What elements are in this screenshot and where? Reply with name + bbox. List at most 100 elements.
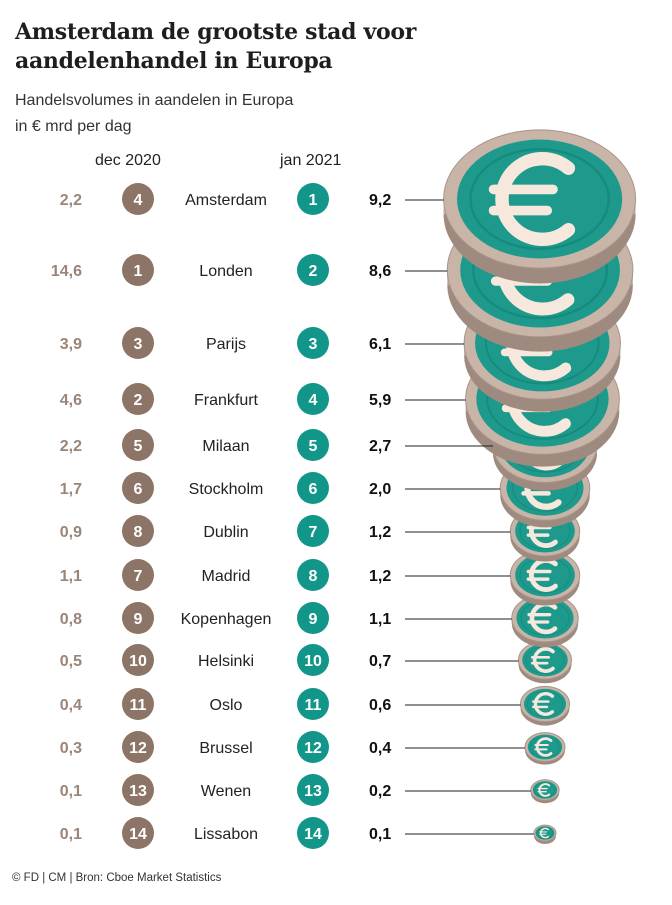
jan-2021-rank-badge [297, 774, 329, 806]
dec-2020-rank-badge [122, 183, 154, 215]
table-row: 2,2 4 Amsterdam 1 9,2 [60, 183, 444, 215]
jan-2021-rank: 4 [309, 392, 318, 409]
euro-coin-icon [518, 640, 572, 684]
jan-2021-rank-badge [297, 183, 329, 215]
jan-2021-rank-badge [297, 688, 329, 720]
city-name: Kopenhagen [181, 611, 272, 628]
jan-2021-value: 2,0 [369, 481, 391, 498]
column-header-dec-2020: dec 2020 [95, 152, 161, 169]
jan-2021-rank-badge [297, 602, 329, 634]
dec-2020-rank-badge [122, 472, 154, 504]
city-name: Helsinki [198, 653, 254, 670]
table-row: 3,9 3 Parijs 3 6,1 [60, 327, 465, 359]
euro-symbol [539, 827, 550, 839]
coin-stack [443, 129, 637, 844]
dec-2020-value: 0,5 [60, 653, 82, 670]
dec-2020-rank: 14 [129, 826, 147, 843]
dec-2020-rank-badge [122, 429, 154, 461]
dec-2020-rank-badge [122, 327, 154, 359]
jan-2021-rank-badge [297, 429, 329, 461]
dec-2020-value: 2,2 [60, 438, 82, 455]
jan-2021-rank: 10 [304, 653, 322, 670]
column-header-jan-2021: jan 2021 [280, 152, 342, 169]
euro-symbol [488, 152, 576, 246]
city-name: Dublin [203, 524, 248, 541]
city-name: Parijs [206, 336, 246, 353]
dec-2020-rank-badge [122, 515, 154, 547]
jan-2021-rank-badge [297, 327, 329, 359]
euro-coin-icon [524, 732, 566, 765]
dec-2020-rank-badge [122, 602, 154, 634]
table-row: 0,1 13 Wenen 13 0,2 [60, 774, 531, 806]
dec-2020-rank: 13 [129, 783, 147, 800]
jan-2021-value: 8,6 [369, 263, 391, 280]
dec-2020-value: 0,9 [60, 524, 82, 541]
jan-2021-rank-badge [297, 383, 329, 415]
euro-coin-icon [519, 685, 571, 726]
jan-2021-rank-badge [297, 817, 329, 849]
jan-2021-rank-badge [297, 472, 329, 504]
table-row: 14,6 1 Londen 2 8,6 [51, 254, 448, 286]
city-name: Frankfurt [194, 392, 259, 409]
city-name: Stockholm [189, 481, 264, 498]
dec-2020-rank-badge [122, 774, 154, 806]
dec-2020-rank-badge [122, 817, 154, 849]
table-row: 0,9 8 Dublin 7 1,2 [60, 515, 511, 547]
dec-2020-value: 0,3 [60, 740, 82, 757]
city-name: Londen [199, 263, 252, 280]
dec-2020-rank-badge [122, 383, 154, 415]
euro-symbol [537, 783, 551, 797]
jan-2021-value: 0,1 [369, 826, 391, 843]
euro-symbol [534, 737, 553, 757]
city-name: Madrid [202, 568, 251, 585]
unit-label: in € mrd per dag [15, 118, 132, 135]
dec-2020-value: 0,8 [60, 611, 82, 628]
jan-2021-rank: 13 [304, 783, 322, 800]
jan-2021-value: 1,1 [369, 611, 391, 628]
jan-2021-rank: 12 [304, 740, 322, 757]
dec-2020-rank: 12 [129, 740, 147, 757]
dec-2020-rank-badge [122, 644, 154, 676]
dec-2020-value: 0,1 [60, 826, 82, 843]
chart-title: Amsterdam de grootste stad voor aandelen… [15, 19, 417, 74]
dec-2020-rank-badge [122, 731, 154, 763]
jan-2021-value: 0,4 [369, 740, 391, 757]
euro-coin-icon [509, 549, 581, 606]
city-name: Wenen [201, 783, 251, 800]
jan-2021-value: 1,2 [369, 568, 391, 585]
euro-coin-icon [443, 129, 637, 284]
jan-2021-rank-badge [297, 254, 329, 286]
jan-2021-value: 1,2 [369, 524, 391, 541]
city-name: Brussel [199, 740, 252, 757]
table-row: 0,3 12 Brussel 12 0,4 [60, 731, 525, 763]
table-row: 1,7 6 Stockholm 6 2,0 [60, 472, 501, 504]
jan-2021-rank: 8 [309, 568, 318, 585]
dec-2020-rank: 4 [134, 192, 143, 209]
dec-2020-rank-badge [122, 559, 154, 591]
jan-2021-value: 2,7 [369, 438, 391, 455]
jan-2021-rank-badge [297, 559, 329, 591]
dec-2020-rank: 9 [134, 611, 143, 628]
dec-2020-value: 14,6 [51, 263, 82, 280]
jan-2021-value: 0,6 [369, 697, 391, 714]
euro-coin-icon [530, 779, 560, 804]
jan-2021-value: 0,2 [369, 783, 391, 800]
table-row: 1,1 7 Madrid 8 1,2 [60, 559, 511, 591]
city-name: Milaan [202, 438, 249, 455]
table-row: 0,1 14 Lissabon 14 0,1 [60, 817, 534, 849]
table-row: 2,2 5 Milaan 5 2,7 [60, 429, 493, 461]
dec-2020-value: 1,7 [60, 481, 82, 498]
dec-2020-value: 0,1 [60, 783, 82, 800]
city-name: Oslo [210, 697, 243, 714]
city-name: Amsterdam [185, 192, 267, 209]
dec-2020-rank: 11 [130, 697, 147, 714]
table-row: 0,5 10 Helsinki 10 0,7 [60, 644, 519, 676]
dec-2020-rank: 6 [134, 481, 143, 498]
jan-2021-rank: 7 [309, 524, 318, 541]
dec-2020-value: 0,4 [60, 697, 82, 714]
jan-2021-rank: 2 [309, 263, 318, 280]
dec-2020-rank-badge [122, 688, 154, 720]
jan-2021-rank: 14 [304, 826, 322, 843]
jan-2021-value: 6,1 [369, 336, 391, 353]
